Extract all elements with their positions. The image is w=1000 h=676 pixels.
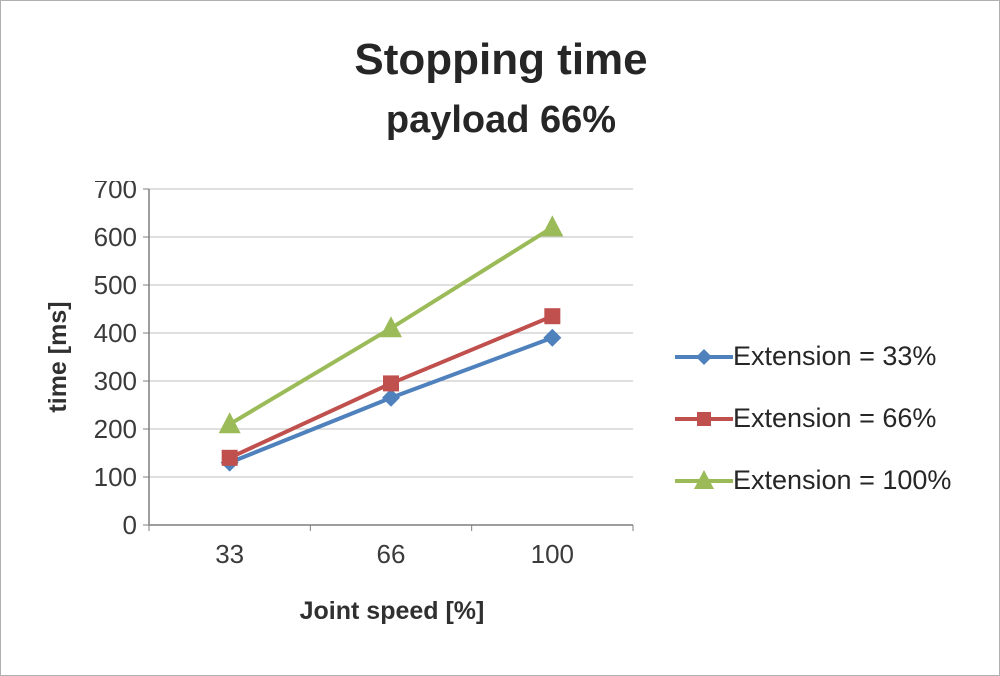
plot-area: 0 100 200 300 400 500 600 700 33 66 100 bbox=[94, 181, 634, 569]
legend-label: Extension = 33% bbox=[733, 341, 937, 371]
x-axis-title: Joint speed [%] bbox=[299, 597, 485, 625]
legend-swatch-diamond bbox=[675, 348, 733, 365]
y-tick-label: 700 bbox=[94, 181, 137, 204]
y-tick-label: 600 bbox=[94, 222, 137, 252]
y-tick-label: 0 bbox=[123, 510, 137, 540]
legend-item: Extension = 66% bbox=[675, 403, 951, 434]
y-tick-label: 200 bbox=[94, 414, 137, 444]
y-tick-label: 400 bbox=[94, 318, 137, 348]
legend-label: Extension = 66% bbox=[733, 403, 937, 433]
legend-label: Extension = 100% bbox=[733, 465, 952, 495]
x-tick-label: 33 bbox=[215, 539, 244, 569]
legend-item: Extension = 33% bbox=[675, 341, 951, 372]
y-tick-label: 500 bbox=[94, 270, 137, 300]
y-tick-label: 300 bbox=[94, 366, 137, 396]
legend: Extension = 33% Extension = 66% Extensio… bbox=[675, 341, 951, 496]
x-tick-label: 66 bbox=[377, 539, 406, 569]
legend-swatch-triangle bbox=[675, 469, 733, 489]
legend-swatch-square bbox=[675, 411, 733, 426]
chart-subtitle: payload 66% bbox=[385, 99, 617, 141]
chart-title: Stopping time bbox=[354, 35, 648, 84]
y-axis-title: time [ms] bbox=[44, 301, 72, 413]
x-tick-label: 100 bbox=[531, 539, 574, 569]
y-tick-label: 100 bbox=[94, 462, 137, 492]
legend-item: Extension = 100% bbox=[675, 465, 951, 496]
